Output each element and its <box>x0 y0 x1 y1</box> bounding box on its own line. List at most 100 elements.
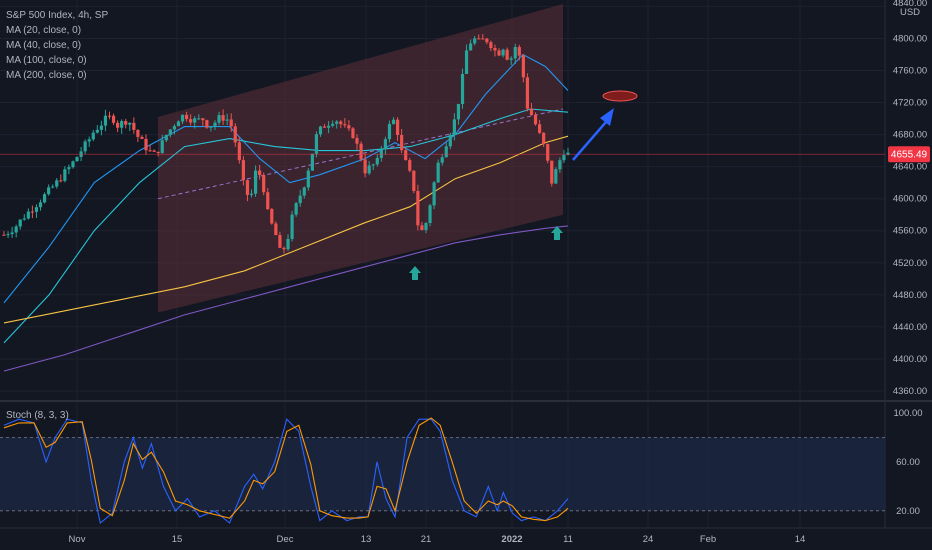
candle-body <box>391 119 396 125</box>
candle-body <box>209 126 213 128</box>
candle-body <box>164 134 168 141</box>
candle-body <box>205 120 209 128</box>
candle-body <box>408 160 412 171</box>
candle-body <box>347 125 351 129</box>
y-tick-label: 4720.00 <box>893 98 927 109</box>
candle-body <box>140 136 144 139</box>
ma-line-400 <box>3 108 569 344</box>
candle-body <box>335 121 339 124</box>
candle-body <box>525 77 530 109</box>
x-tick-label: Nov <box>69 534 86 545</box>
candle-body <box>14 226 18 233</box>
candle-body <box>306 170 310 188</box>
currency-label: USD <box>900 7 920 18</box>
x-tick-label: 14 <box>795 534 806 545</box>
x-tick-label: 2022 <box>501 534 522 545</box>
candle-body <box>245 180 250 195</box>
candle-body <box>290 214 294 239</box>
candle-body <box>160 140 164 153</box>
stoch-line-k <box>3 418 569 524</box>
last-price-badge-bg <box>888 146 930 163</box>
candle-body <box>111 115 116 123</box>
support-arrow-2 <box>551 226 563 240</box>
projection-arrow-shaft <box>572 121 607 161</box>
candle-body <box>270 209 274 224</box>
candle-body <box>533 115 538 125</box>
candle-body <box>395 119 400 135</box>
channel-midline <box>157 108 564 200</box>
stoch-tick-label: 20.00 <box>896 506 920 517</box>
y-tick-label: 4520.00 <box>893 258 927 269</box>
candle-body <box>249 193 254 195</box>
candle-body <box>481 38 485 40</box>
candle-body <box>477 38 481 40</box>
y-tick-label: 4800.00 <box>893 33 927 44</box>
candle-body <box>558 160 562 170</box>
candle-body <box>400 134 404 151</box>
x-tick-label: 11 <box>563 534 573 545</box>
candle-body <box>554 169 558 184</box>
candle-body <box>367 165 371 174</box>
up-arrow-icon <box>551 226 563 240</box>
candle-body <box>501 49 505 56</box>
candle-body <box>485 38 489 43</box>
candle-body <box>152 150 156 152</box>
candle-body <box>550 160 554 184</box>
legend-ma100[interactable]: MA (100, close, 0) <box>6 55 87 66</box>
candle-body <box>436 162 440 183</box>
candle-body <box>253 170 258 194</box>
candle-body <box>521 55 525 78</box>
candle-body <box>189 119 193 123</box>
legend-ma40[interactable]: MA (40, close, 0) <box>6 40 82 51</box>
x-tick-label: 13 <box>361 534 372 545</box>
candle-body <box>282 247 286 250</box>
candle-body <box>26 211 30 219</box>
symbol-title[interactable]: S&P 500 Index, 4h, SP <box>6 10 109 21</box>
candle-body <box>176 121 181 127</box>
y-tick-label: 4440.00 <box>893 322 927 333</box>
candle-body <box>517 47 521 56</box>
candle-body <box>128 122 132 125</box>
legend-ma200[interactable]: MA (200, close, 0) <box>6 70 87 81</box>
candle-body <box>460 73 465 104</box>
candle-body <box>298 195 302 204</box>
candle-body <box>184 114 189 120</box>
stoch-band <box>0 437 885 511</box>
candle-body <box>497 50 501 56</box>
y-tick-label: 4760.00 <box>893 66 927 77</box>
candle-body <box>420 225 424 231</box>
x-tick-label: Feb <box>700 534 716 545</box>
candle-body <box>331 123 335 126</box>
legend-ma20[interactable]: MA (20, close, 0) <box>6 25 82 36</box>
stochastic-pane <box>0 417 885 524</box>
stoch-tick-label: 60.00 <box>896 457 920 468</box>
candle-body <box>509 58 513 60</box>
time-axis[interactable]: Nov 15 Dec 13 21 2022 11 24 Feb 14 <box>69 534 806 545</box>
up-arrow-icon <box>409 266 421 280</box>
candle-body <box>546 144 550 161</box>
candle-body <box>322 126 327 128</box>
candle-body <box>404 150 408 161</box>
candlesticks <box>2 33 570 254</box>
candle-body <box>120 121 124 128</box>
candle-body <box>75 156 79 162</box>
candle-body <box>387 124 392 140</box>
candle-body <box>99 125 103 130</box>
candle-body <box>42 194 47 203</box>
candle-body <box>456 103 461 120</box>
candle-body <box>47 187 51 195</box>
candle-body <box>136 129 140 137</box>
target-ellipse <box>602 90 638 102</box>
candle-body <box>30 211 35 213</box>
candle-body <box>318 126 323 135</box>
candle-body <box>201 118 205 121</box>
candle-body <box>432 182 436 206</box>
stoch-tick-label: 100.00 <box>893 408 922 419</box>
stoch-legend[interactable]: Stoch (8, 3, 3) <box>6 410 69 421</box>
candle-body <box>314 134 319 154</box>
candle-body <box>144 138 148 151</box>
candle-body <box>34 207 39 212</box>
y-tick-label: 4560.00 <box>893 226 927 237</box>
